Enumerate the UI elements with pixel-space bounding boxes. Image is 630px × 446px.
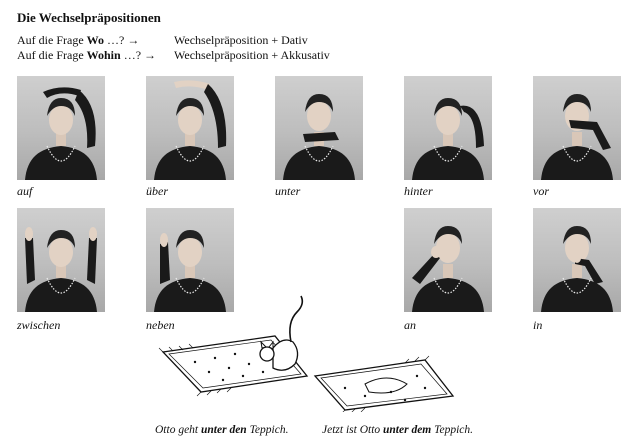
photo-auf bbox=[17, 76, 105, 180]
photo-an bbox=[404, 208, 492, 312]
keyword-wo: Wo bbox=[86, 33, 104, 47]
label-ueber: über bbox=[146, 184, 168, 198]
photo-unter bbox=[275, 76, 363, 180]
label-auf: auf bbox=[17, 184, 33, 198]
label-hinter: hinter bbox=[404, 184, 433, 198]
cat-carpet-illustration bbox=[158, 295, 455, 412]
rule-wohin-answer: Wechselpräposition + Akkusativ bbox=[174, 48, 330, 62]
label-neben: neben bbox=[146, 318, 175, 332]
label-an: an bbox=[404, 318, 416, 332]
keyword-wohin: Wohin bbox=[86, 48, 121, 62]
photo-vor bbox=[533, 76, 621, 180]
photo-zwischen bbox=[17, 208, 105, 312]
photo-ueber bbox=[146, 76, 234, 180]
photo-neben bbox=[146, 208, 234, 312]
label-vor: vor bbox=[533, 184, 549, 198]
label-in: in bbox=[533, 318, 543, 332]
photo-in bbox=[533, 208, 621, 312]
carpet-right bbox=[313, 355, 455, 412]
cat-figure bbox=[259, 295, 304, 371]
page-title: Die Wechselpräpositionen bbox=[17, 10, 161, 25]
label-unter: unter bbox=[275, 184, 301, 198]
rule-wo-answer: Wechselpräposition + Dativ bbox=[174, 33, 308, 47]
photo-hinter bbox=[404, 76, 492, 180]
caption-right: Jetzt ist Otto unter dem Teppich. bbox=[322, 424, 474, 436]
caption-left: Otto geht unter den Teppich. bbox=[155, 424, 289, 436]
label-zwischen: zwischen bbox=[17, 318, 61, 332]
